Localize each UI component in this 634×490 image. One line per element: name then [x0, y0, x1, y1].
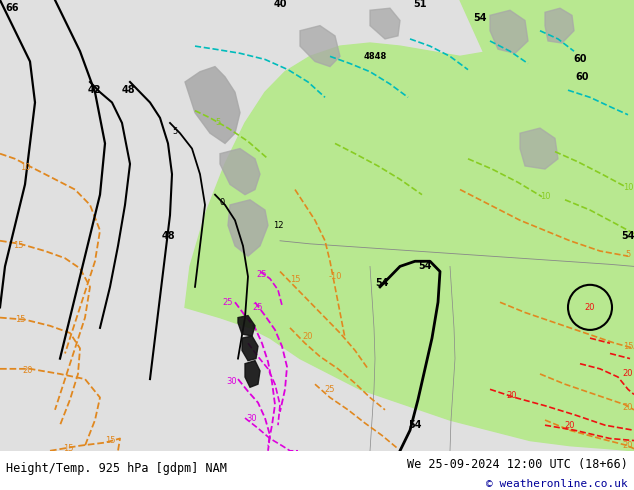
Text: 25: 25: [223, 298, 233, 307]
Text: 15: 15: [15, 315, 25, 324]
Text: 54: 54: [473, 13, 487, 24]
Text: 5: 5: [625, 249, 631, 259]
Polygon shape: [545, 8, 574, 43]
Text: 4848: 4848: [363, 52, 387, 61]
Text: 25: 25: [253, 303, 263, 312]
Polygon shape: [238, 316, 255, 336]
Text: 48: 48: [121, 85, 135, 95]
Text: 51: 51: [413, 0, 427, 9]
Text: 15: 15: [63, 444, 74, 453]
Text: 20: 20: [23, 367, 33, 375]
Polygon shape: [242, 336, 258, 361]
Text: 10: 10: [623, 183, 633, 192]
Polygon shape: [185, 67, 240, 144]
Text: 20: 20: [565, 421, 575, 430]
Text: 15: 15: [290, 275, 301, 284]
Text: 5: 5: [172, 126, 178, 136]
Text: 54: 54: [408, 420, 422, 430]
Text: 30: 30: [227, 377, 237, 386]
Text: Height/Temp. 925 hPa [gdpm] NAM: Height/Temp. 925 hPa [gdpm] NAM: [6, 462, 227, 475]
Text: 15: 15: [13, 242, 23, 250]
Polygon shape: [490, 10, 528, 53]
Text: 20: 20: [623, 441, 633, 450]
Text: 54: 54: [375, 278, 389, 288]
Polygon shape: [228, 200, 268, 256]
Text: 10: 10: [540, 192, 550, 201]
Text: 10: 10: [20, 163, 30, 172]
Text: 5: 5: [216, 119, 221, 127]
Text: 48: 48: [161, 231, 175, 241]
Polygon shape: [300, 25, 340, 67]
Text: 15: 15: [105, 436, 115, 445]
Text: 20: 20: [303, 332, 313, 341]
Text: 60: 60: [575, 72, 589, 82]
Text: 54: 54: [621, 231, 634, 241]
Text: 25: 25: [257, 270, 268, 279]
Polygon shape: [520, 128, 558, 169]
Text: 0: 0: [219, 198, 224, 207]
Text: 42: 42: [87, 85, 101, 95]
Text: We 25-09-2024 12:00 UTC (18+66): We 25-09-2024 12:00 UTC (18+66): [407, 458, 628, 471]
Text: 66: 66: [5, 3, 19, 13]
Polygon shape: [245, 361, 260, 387]
Polygon shape: [220, 148, 260, 195]
Text: 54: 54: [418, 261, 432, 271]
Text: 25: 25: [325, 385, 335, 394]
Text: 20: 20: [585, 303, 595, 312]
Text: 15: 15: [623, 342, 633, 351]
Text: 20: 20: [507, 391, 517, 400]
Text: 12: 12: [273, 221, 283, 230]
Text: 30: 30: [247, 414, 257, 422]
Text: 20: 20: [623, 403, 633, 412]
Text: © weatheronline.co.uk: © weatheronline.co.uk: [486, 479, 628, 489]
Polygon shape: [460, 0, 634, 82]
Text: -10: -10: [328, 272, 342, 281]
Polygon shape: [185, 0, 634, 451]
Text: 40: 40: [273, 0, 287, 9]
Polygon shape: [370, 8, 400, 39]
Text: 20: 20: [623, 369, 633, 378]
Text: 60: 60: [573, 54, 586, 64]
